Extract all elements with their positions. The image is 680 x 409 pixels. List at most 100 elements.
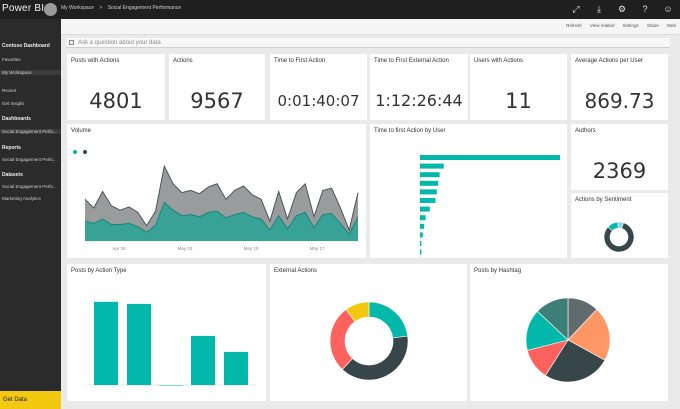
kpi-value: 4801: [89, 89, 143, 113]
dashboard-toolbar: Refresh View related Settings Share Web: [61, 19, 680, 35]
kpi-value: 0:01:40:07: [277, 92, 360, 110]
kpi-tile-average-actions-per-user[interactable]: Average Actions per User 869.73: [571, 54, 668, 120]
sidebar-item-get-insight[interactable]: Get Insight: [2, 101, 24, 106]
kpi-value: 9567: [190, 89, 244, 113]
tile-title: Authors: [575, 128, 596, 134]
action-type-tile[interactable]: Posts by Action Type: [67, 264, 266, 401]
legend-swatch-dark: [83, 150, 87, 154]
bar-9: [420, 232, 423, 238]
sidebar-item-recent[interactable]: Recent: [2, 88, 17, 93]
sidebar-item-marketing[interactable]: Marketing Analytics: [2, 196, 41, 201]
bar-7: [420, 215, 426, 221]
kpi-tile-posts-with-actions[interactable]: Posts with Actions 4801: [67, 54, 165, 120]
bar-2: [159, 385, 183, 386]
bar-4: [420, 189, 437, 195]
bar-3: [191, 335, 215, 385]
kpi-value: 2369: [592, 159, 647, 183]
bar-10: [420, 241, 422, 246]
tile-title: Time to First External Action: [374, 58, 449, 64]
kpi-tile-authors[interactable]: Authors 2369: [571, 124, 668, 190]
bar-5: [420, 198, 436, 203]
sentiment-chart: [603, 221, 635, 253]
kpi-value: 869.73: [584, 89, 655, 113]
series-line-0: [84, 164, 359, 232]
series-line-1: [84, 201, 359, 236]
sentiment-slice-2: [617, 221, 624, 229]
sentiment-slice-0: [603, 222, 635, 253]
hashtag-tile[interactable]: Posts by Hashtag: [470, 264, 668, 401]
legend-swatch-teal: [73, 150, 77, 154]
app-brand[interactable]: Power BI: [2, 3, 45, 14]
settings-icon[interactable]: ⚙: [617, 4, 627, 14]
volume-chart: Apr 26 May 03 May 10 May 17: [84, 164, 359, 251]
kpi-tile-users-with-actions[interactable]: Users with Actions 11: [470, 54, 567, 120]
settings-button[interactable]: Settings: [622, 23, 639, 28]
web-button[interactable]: Web: [666, 23, 676, 28]
download-icon[interactable]: ⤓: [597, 4, 601, 14]
volume-tile[interactable]: Volume Apr 26 May 03 May 10 May 17: [67, 124, 366, 258]
hashtag-slice-2: [545, 339, 606, 383]
help-icon[interactable]: ?: [642, 4, 648, 14]
breadcrumb-dashboard[interactable]: Social Engagement Performance: [107, 5, 182, 11]
bar-4: [224, 351, 248, 385]
series-area-1: [85, 202, 358, 241]
sidebar-section-reports[interactable]: Reports: [2, 145, 21, 151]
breadcrumb-workspace[interactable]: My Workspace: [61, 5, 94, 11]
feedback-icon[interactable]: ☺: [663, 4, 673, 14]
x-tick-label: May 03: [178, 246, 193, 251]
tile-title: Average Actions per User: [575, 58, 643, 64]
sentiment-tile[interactable]: Actions by Sentiment: [571, 193, 668, 258]
bar-1: [420, 163, 444, 169]
sidebar-section-dashboards[interactable]: Dashboards: [2, 116, 31, 122]
bar-6: [420, 206, 430, 212]
sidebar-item-contoso[interactable]: Contoso Dashboard: [2, 43, 50, 49]
x-tick-label: Apr 26: [112, 246, 126, 251]
hashtag-slice-5: [536, 297, 569, 341]
tile-title: Actions: [173, 58, 193, 64]
refresh-button[interactable]: Refresh: [566, 23, 582, 28]
hashtag-slice-1: [567, 308, 611, 361]
tile-title: External Actions: [274, 268, 318, 274]
tile-title: Time to First Action: [274, 58, 326, 64]
bar-8: [420, 223, 425, 229]
tile-title: Users with Actions: [474, 58, 524, 64]
tile-title: Posts with Actions: [71, 58, 120, 64]
external-slice-0: [368, 301, 409, 339]
kpi-value: 11: [505, 89, 532, 113]
qna-placeholder: Ask a question about your data: [78, 40, 161, 46]
ttfa-chart: [419, 153, 560, 258]
get-data-button[interactable]: Get Data: [0, 391, 61, 409]
view-related-button[interactable]: View related: [589, 23, 615, 28]
hashtag-chart: [525, 297, 611, 383]
tile-title: Posts by Hashtag: [474, 268, 522, 274]
share-button[interactable]: Share: [646, 23, 659, 28]
kpi-value: 1:12:26:44: [375, 91, 463, 110]
bar-0: [420, 155, 560, 160]
kpi-tile-actions[interactable]: Actions 9567: [169, 54, 265, 120]
breadcrumb: My Workspace > Social Engagement Perform…: [61, 5, 185, 11]
bar-0: [94, 301, 118, 385]
sidebar-item-my-workspace[interactable]: My Workspace: [0, 70, 61, 75]
sidebar-item-dataset[interactable]: Social Engagement Perfo...: [2, 184, 57, 189]
external-slice-2: [329, 309, 356, 370]
sidebar-section-datasets[interactable]: Datasets: [2, 172, 23, 178]
sidebar-item-favorites[interactable]: Favorites: [2, 57, 21, 62]
kpi-tile-time-to-first-action[interactable]: Time to First Action 0:01:40:07: [270, 54, 367, 120]
kpi-tile-time-to-first-external-action[interactable]: Time to First External Action 1:12:26:44: [370, 54, 468, 120]
bar-3: [420, 180, 439, 186]
external-actions-chart: [329, 301, 409, 381]
question-icon: [69, 40, 74, 45]
qna-search-input[interactable]: Ask a question about your data: [66, 38, 670, 48]
external-actions-tile[interactable]: External Actions: [270, 264, 467, 401]
ttfa-tile[interactable]: Time to first Action by User: [370, 124, 567, 258]
sidebar-item-dashboard[interactable]: Social Engagement Perfo...: [0, 129, 61, 134]
breadcrumb-separator: >: [99, 5, 103, 11]
tile-title: Actions by Sentiment: [575, 197, 632, 203]
tile-title: Time to first Action by User: [374, 128, 446, 134]
expand-icon[interactable]: ⤢: [572, 4, 580, 14]
x-tick-label: May 17: [310, 246, 325, 251]
sidebar-item-report[interactable]: Social Engagement Perfo...: [2, 157, 57, 162]
workspace-avatar[interactable]: [44, 3, 57, 16]
action-type-chart: [87, 301, 257, 386]
sidebar: Contoso Dashboard Favorites My Workspace…: [0, 19, 61, 409]
